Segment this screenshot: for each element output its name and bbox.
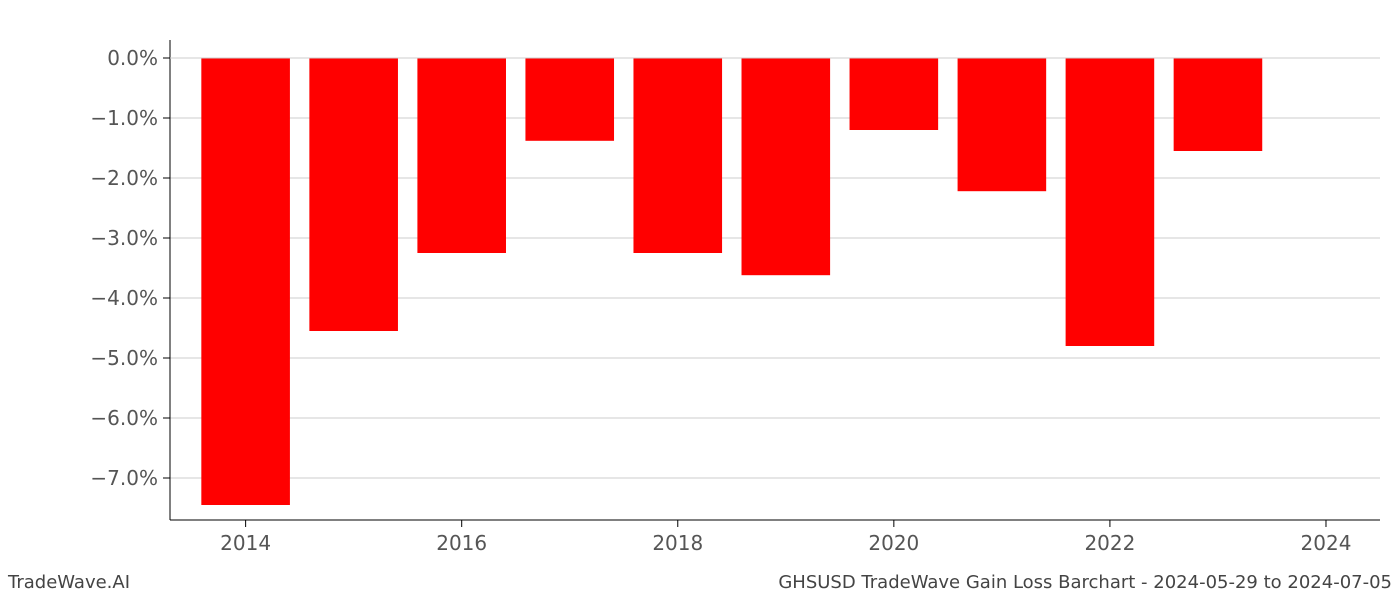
x-tick-label: 2024 xyxy=(1301,531,1352,555)
footer-right-label: GHSUSD TradeWave Gain Loss Barchart - 20… xyxy=(778,572,1392,593)
y-tick-label: −3.0% xyxy=(90,226,158,250)
y-tick-label: −5.0% xyxy=(90,346,158,370)
bar xyxy=(417,58,506,253)
y-tick-label: −1.0% xyxy=(90,106,158,130)
bar xyxy=(201,58,290,505)
y-tick-label: 0.0% xyxy=(107,46,158,70)
footer-left-label: TradeWave.AI xyxy=(7,572,130,593)
bar xyxy=(525,58,614,141)
bar xyxy=(633,58,722,253)
y-tick-label: −4.0% xyxy=(90,286,158,310)
x-tick-label: 2020 xyxy=(868,531,919,555)
bar xyxy=(309,58,398,331)
x-tick-label: 2022 xyxy=(1084,531,1135,555)
x-tick-label: 2016 xyxy=(436,531,487,555)
bar xyxy=(1066,58,1155,346)
y-tick-label: −2.0% xyxy=(90,166,158,190)
y-tick-label: −7.0% xyxy=(90,466,158,490)
bar xyxy=(850,58,939,130)
y-tick-label: −6.0% xyxy=(90,406,158,430)
chart-container: 0.0% −1.0% −2.0% −3.0% −4.0% −5.0% −6.0% −7.0% 2… xyxy=(0,0,1400,600)
bar xyxy=(1174,58,1263,151)
x-tick-label: 2018 xyxy=(652,531,703,555)
bar xyxy=(958,58,1047,191)
bar xyxy=(742,58,831,275)
x-tick-label: 2014 xyxy=(220,531,271,555)
bar-chart-svg: 0.0% −1.0% −2.0% −3.0% −4.0% −5.0% −6.0% −7.0% 2… xyxy=(0,0,1400,600)
